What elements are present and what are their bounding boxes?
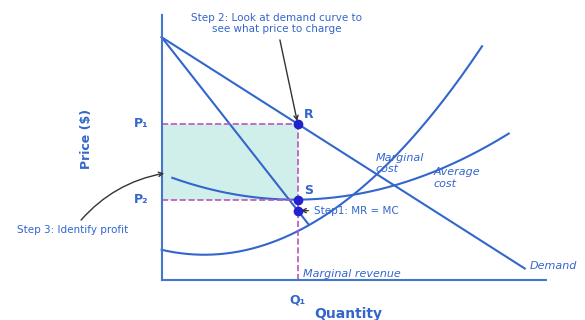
Text: Step 3: Identify profit: Step 3: Identify profit	[18, 172, 163, 235]
Text: Price ($): Price ($)	[80, 109, 94, 169]
Text: Average
cost: Average cost	[434, 167, 481, 188]
Text: Marginal revenue: Marginal revenue	[303, 268, 401, 278]
Text: P₂: P₂	[134, 193, 148, 206]
Text: Marginal
cost: Marginal cost	[375, 153, 424, 174]
Bar	[161, 124, 298, 200]
Text: S: S	[304, 184, 313, 197]
Text: Demand: Demand	[530, 261, 577, 271]
Text: Q₁: Q₁	[290, 293, 306, 306]
Text: P₁: P₁	[133, 117, 148, 131]
Text: Step1: MR = MC: Step1: MR = MC	[302, 206, 398, 216]
Text: Step 2: Look at demand curve to
see what price to charge: Step 2: Look at demand curve to see what…	[191, 13, 362, 120]
Text: R: R	[304, 108, 314, 121]
Text: Quantity: Quantity	[315, 307, 383, 320]
